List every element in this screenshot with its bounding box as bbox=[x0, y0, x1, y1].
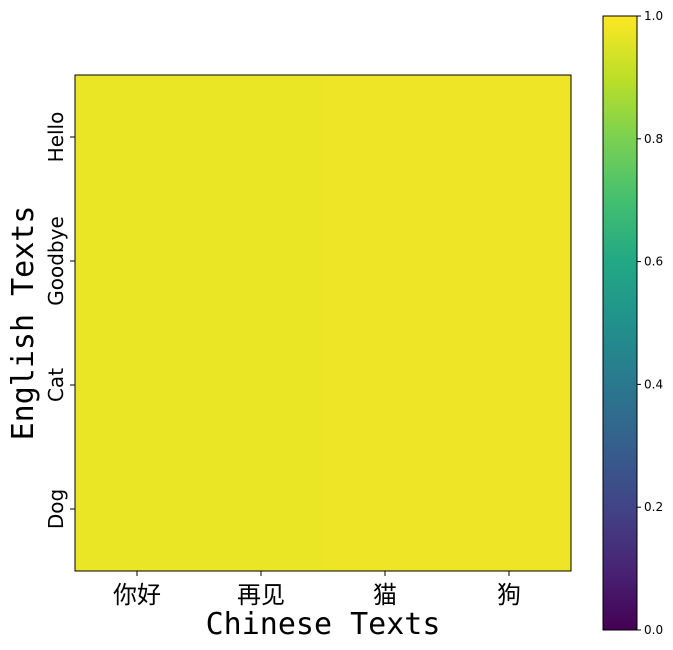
heatmap-cell bbox=[75, 447, 200, 572]
x-axis-ticks: 你好 再见 猫 狗 bbox=[113, 571, 521, 609]
heatmap-cell bbox=[447, 447, 572, 572]
x-tick-label: 你好 bbox=[113, 581, 161, 609]
colorbar bbox=[602, 15, 638, 631]
heatmap-cell bbox=[75, 323, 200, 448]
heatmap-cell bbox=[323, 199, 448, 324]
heatmap-cell bbox=[199, 323, 324, 448]
heatmap-cell bbox=[75, 75, 200, 200]
colorbar-tick-label: 0.8 bbox=[644, 132, 663, 146]
colorbar-tick-label: 0.2 bbox=[644, 500, 663, 514]
colorbar-tick-label: 1.0 bbox=[644, 9, 663, 23]
x-tick-label: 再见 bbox=[237, 581, 285, 609]
plot-frame bbox=[74, 74, 572, 572]
x-axis-label: Chinese Texts bbox=[206, 607, 441, 642]
colorbar-tick-label: 0.4 bbox=[644, 377, 663, 391]
heatmap-cell bbox=[447, 75, 572, 200]
y-tick-label: Dog bbox=[44, 489, 68, 529]
colorbar-tick-label: 0.6 bbox=[644, 255, 663, 269]
x-tick-label: 猫 bbox=[373, 581, 397, 609]
heatmap-cell bbox=[323, 323, 448, 448]
y-axis-label: English Texts bbox=[6, 206, 41, 441]
heatmap-cells bbox=[75, 75, 572, 572]
heatmap-cell bbox=[323, 75, 448, 200]
y-tick-label: Goodbye bbox=[44, 216, 68, 306]
heatmap-cell bbox=[199, 199, 324, 324]
heatmap-cell bbox=[447, 199, 572, 324]
y-tick-label: Hello bbox=[44, 112, 68, 163]
heatmap-cell bbox=[199, 447, 324, 572]
colorbar-ticks: 0.0 0.2 0.4 0.6 0.8 1.0 bbox=[637, 9, 663, 637]
x-tick-label: 狗 bbox=[497, 581, 521, 609]
y-tick-label: Cat bbox=[44, 368, 68, 402]
heatmap-cell bbox=[75, 199, 200, 324]
y-axis-ticks: Hello Goodbye Cat Dog bbox=[44, 112, 75, 529]
colorbar-tick-label: 0.0 bbox=[644, 623, 663, 637]
heatmap-cell bbox=[199, 75, 324, 200]
heatmap-cell bbox=[323, 447, 448, 572]
heatmap-cell bbox=[447, 323, 572, 448]
